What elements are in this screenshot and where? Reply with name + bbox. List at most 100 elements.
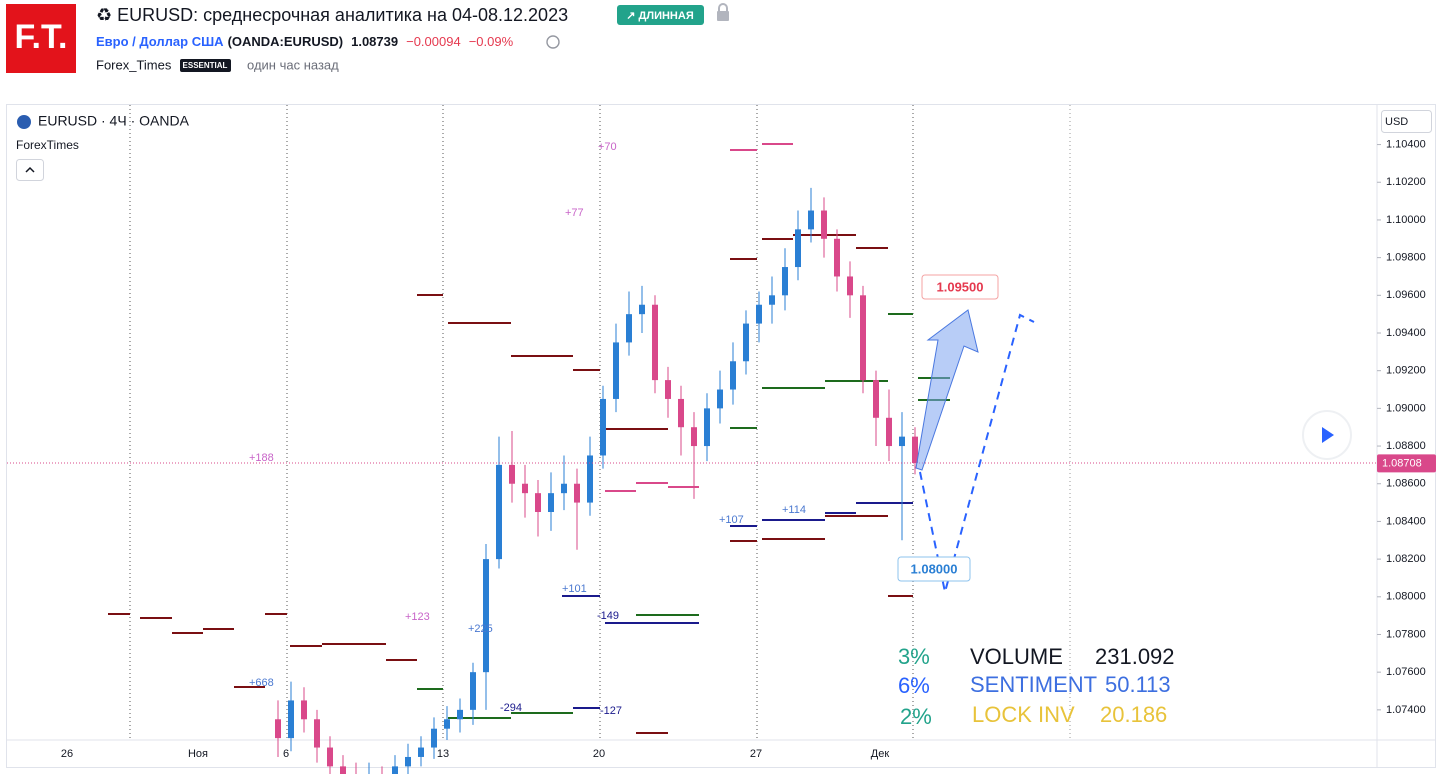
- y-tick-label: 1.07800: [1386, 628, 1426, 640]
- y-tick-label: 1.07600: [1386, 666, 1426, 678]
- candle-body: [704, 408, 710, 447]
- annotation: -294: [500, 702, 522, 714]
- candle-body: [873, 380, 879, 418]
- y-tick-label: 1.09800: [1386, 252, 1426, 264]
- candle-body: [600, 398, 606, 456]
- candle-body: [431, 728, 437, 748]
- candle-body: [275, 719, 281, 739]
- candle-body: [821, 210, 827, 239]
- stop-callout: [897, 556, 971, 582]
- annotation: +77: [565, 207, 584, 219]
- candle-body: [756, 304, 762, 324]
- candle-body: [405, 756, 411, 767]
- symbol-code[interactable]: (OANDA:EURUSD): [228, 34, 344, 49]
- candle-body: [912, 436, 918, 464]
- candle-body: [327, 747, 333, 767]
- stat-label: SENTIMENT: [970, 672, 1097, 697]
- candle-body: [496, 464, 502, 560]
- lock-icon: [718, 3, 728, 11]
- y-tick-label: 1.08000: [1386, 591, 1426, 603]
- stats: 3% VOLUME 231.092 6% SENTIMENT 50.113 2%…: [898, 644, 1175, 729]
- author[interactable]: Forex_Times: [96, 57, 172, 72]
- plan-badge: [180, 59, 231, 72]
- badge-text: ↗ ДЛИННАЯ: [626, 10, 694, 22]
- annotation: -127: [600, 705, 622, 717]
- candle-body: [301, 700, 307, 720]
- forecast-path: [919, 313, 1035, 593]
- annotation: +123: [405, 611, 430, 623]
- candle-body: [483, 559, 489, 673]
- stat-value: 20.186: [1100, 702, 1167, 727]
- price: 1.08739: [351, 34, 398, 49]
- candle-body: [587, 455, 593, 503]
- y-tick-label: 1.08800: [1386, 440, 1426, 452]
- candle-body: [678, 398, 684, 428]
- candle-body: [886, 417, 892, 447]
- x-tick-label: 13: [437, 748, 449, 760]
- candle-body: [314, 719, 320, 748]
- symbol-icon: [17, 115, 31, 129]
- currency-label: USD: [1385, 116, 1408, 128]
- stat-label: VOLUME: [970, 644, 1063, 669]
- stat-label: LOCK INV: [972, 702, 1075, 727]
- stat-pct: 3%: [898, 644, 930, 669]
- last-price-tag: [1377, 454, 1436, 473]
- candle-body: [834, 238, 840, 277]
- y-tick-label: 1.09400: [1386, 327, 1426, 339]
- annotation: +101: [562, 583, 587, 595]
- time-ago: один час назад: [247, 57, 339, 72]
- target-callout: [921, 274, 999, 300]
- annotation: +107: [719, 514, 744, 526]
- y-tick-label: 1.09000: [1386, 402, 1426, 414]
- play-icon: [1322, 427, 1334, 443]
- candle-body: [561, 483, 567, 494]
- candle-body: [665, 380, 671, 399]
- forecast-arrow: [915, 309, 979, 471]
- plan-badge-text: ESSENTIAL: [183, 61, 228, 70]
- y-tick-label: 1.08400: [1386, 515, 1426, 527]
- y-tick-label: 1.08600: [1386, 478, 1426, 490]
- y-tick-label: 1.10000: [1386, 214, 1426, 226]
- symbol-line: Евро / Доллар США (OANDA:EURUSD) 1.08739 −0…: [96, 34, 514, 49]
- x-tick-label: 26: [61, 748, 73, 760]
- annotation: +114: [782, 504, 806, 516]
- annotation: +668: [249, 677, 274, 689]
- candle-body: [769, 295, 775, 305]
- stat-pct: 2%: [900, 704, 932, 729]
- candle-body: [509, 464, 515, 484]
- collapse-button[interactable]: [16, 159, 44, 181]
- last-price-label: 1.08708: [1382, 457, 1422, 469]
- candle-body: [535, 493, 541, 513]
- stat-value: 50.113: [1105, 672, 1171, 697]
- candle-body: [444, 719, 450, 729]
- candle-body: [340, 766, 346, 774]
- collapse-icon: [25, 166, 35, 173]
- stop-label: 1.08000: [911, 561, 958, 576]
- target-label: 1.09500: [937, 279, 984, 294]
- x-tick-label: 20: [593, 748, 605, 760]
- annotation: -149: [597, 610, 619, 622]
- currency-button[interactable]: [1381, 110, 1432, 133]
- symbol-name[interactable]: Евро / Доллар США: [96, 34, 224, 49]
- badge: [617, 5, 704, 25]
- candle-body: [418, 747, 424, 757]
- candle-body: [392, 766, 398, 774]
- change: −0.00094: [406, 34, 461, 49]
- candle-body: [808, 210, 814, 230]
- candle-body: [782, 267, 788, 296]
- candle-body: [691, 427, 697, 447]
- x-tick-label: Дек: [871, 748, 890, 760]
- candle-body: [717, 389, 723, 409]
- stat-pct: 6%: [898, 673, 930, 698]
- x-tick-label: Ноя: [188, 748, 208, 760]
- stat-value: 231.092: [1095, 644, 1175, 669]
- candle-body: [613, 342, 619, 399]
- logo: [6, 4, 76, 73]
- candle-body: [470, 672, 476, 710]
- candle-body: [574, 483, 580, 503]
- annotation: +188: [249, 452, 274, 464]
- y-tick-label: 1.09600: [1386, 289, 1426, 301]
- pane-symbol: EURUSD · 4Ч · OANDA: [38, 113, 190, 129]
- logo-text: F.T.: [15, 18, 68, 56]
